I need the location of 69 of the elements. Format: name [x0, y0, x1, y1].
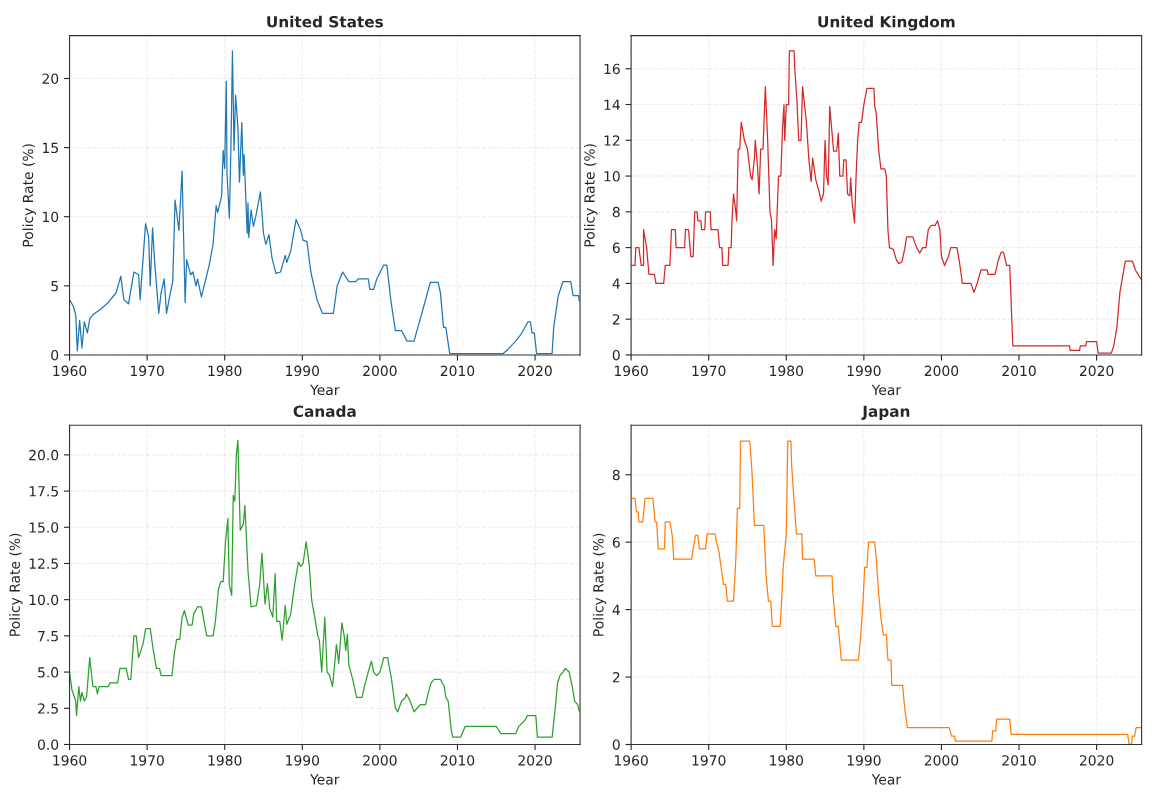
y-tick-label: 0 — [612, 349, 620, 361]
x-tick-label: 1970 — [692, 755, 726, 766]
y-tick-label: 4 — [612, 278, 620, 289]
y-tick-label: 16 — [604, 63, 620, 75]
x-tick-label: 1980 — [770, 755, 804, 766]
x-tick-label: 1990 — [286, 755, 320, 766]
x-tick-label: 1990 — [847, 755, 881, 766]
x-tick-label: 2020 — [1079, 365, 1114, 377]
x-tick-label: 1980 — [208, 755, 242, 766]
y-tick-label: 6 — [612, 242, 620, 254]
chart-title: Canada — [293, 405, 356, 418]
y-axis-title: Policy Rate (%) — [9, 533, 23, 636]
x-tick-label: 1970 — [130, 755, 164, 766]
x-tick-label: 2020 — [518, 365, 552, 377]
x-tick-label: 2010 — [440, 365, 475, 377]
y-tick-label: 2 — [612, 314, 620, 325]
y-axis-title: Policy Rate (%) — [22, 144, 36, 247]
y-tick-label: 0.0 — [37, 739, 59, 750]
y-tick-label: 15 — [42, 142, 58, 154]
x-tick-label: 1970 — [130, 365, 164, 377]
x-axis-title: Year — [871, 774, 902, 785]
y-axis-title: Policy Rate (%) — [592, 533, 607, 636]
x-tick-label: 1980 — [770, 365, 804, 377]
x-tick-label: 1960 — [614, 755, 648, 766]
x-tick-label: 1960 — [53, 755, 87, 766]
y-tick-label: 17.5 — [29, 486, 58, 497]
y-tick-label: 5 — [51, 280, 58, 292]
y-tick-label: 2 — [612, 672, 620, 683]
x-tick-label: 2020 — [1079, 755, 1114, 766]
y-axis-title: Policy Rate (%) — [584, 144, 598, 247]
y-tick-label: 0 — [612, 739, 620, 750]
x-axis-title: Year — [310, 774, 340, 785]
x-tick-label: 2010 — [1002, 755, 1036, 766]
y-tick-label: 12.5 — [29, 558, 58, 569]
x-tick-label: 2010 — [440, 755, 475, 766]
x-tick-label: 1990 — [286, 365, 320, 377]
x-axis-title: Year — [871, 384, 902, 396]
y-tick-label: 12 — [604, 135, 620, 146]
chart-title: United States — [267, 15, 383, 28]
x-tick-label: 2000 — [924, 365, 959, 377]
y-tick-label: 4 — [612, 604, 620, 615]
x-tick-label: 2020 — [518, 755, 552, 766]
y-tick-label: 8 — [612, 469, 620, 481]
y-tick-label: 10 — [42, 211, 59, 223]
x-axis-title: Year — [310, 384, 340, 396]
y-tick-label: 15.0 — [29, 522, 59, 533]
y-tick-label: 2.5 — [38, 703, 58, 714]
line-series — [69, 439, 580, 738]
y-tick-label: 10.0 — [29, 594, 59, 606]
x-tick-label: 1970 — [692, 365, 726, 377]
x-tick-label: 2010 — [1002, 365, 1036, 377]
y-tick-label: 8 — [612, 206, 620, 218]
chart-title: Japan — [861, 405, 910, 421]
y-tick-label: 5.0 — [38, 667, 59, 678]
y-tick-label: 7.5 — [38, 631, 58, 642]
x-tick-label: 2000 — [363, 365, 397, 377]
y-tick-label: 20 — [42, 73, 59, 84]
y-tick-label: 20.0 — [29, 449, 59, 461]
y-tick-label: 10 — [604, 171, 620, 182]
x-tick-label: 1960 — [53, 365, 87, 377]
y-tick-label: 6 — [612, 537, 620, 548]
x-tick-label: 1990 — [847, 365, 881, 377]
x-tick-label: 2000 — [924, 755, 959, 766]
x-tick-label: 1960 — [614, 365, 648, 377]
chart-title: United Kingdom — [818, 15, 955, 31]
y-tick-label: 14 — [604, 99, 620, 110]
y-tick-label: 0 — [51, 349, 59, 361]
x-tick-label: 2000 — [363, 755, 397, 766]
x-tick-label: 1980 — [208, 365, 242, 377]
